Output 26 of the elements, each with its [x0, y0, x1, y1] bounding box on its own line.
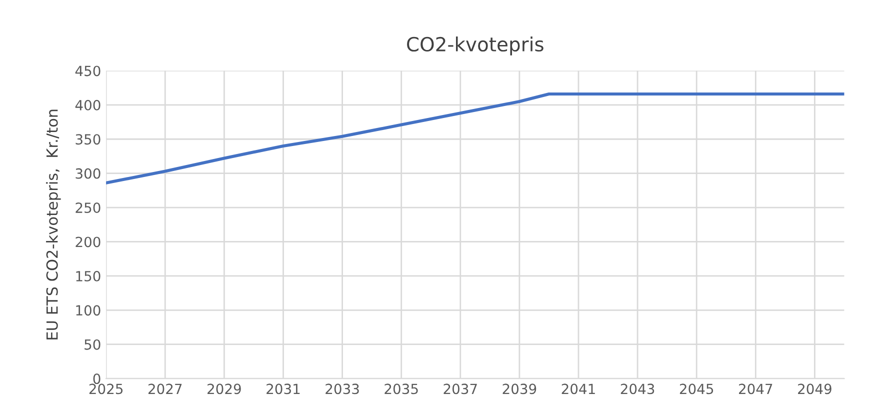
y-axis-title: EU ETS CO2-kvotepris, Kr./ton: [46, 110, 61, 340]
y-tick-label: 350: [76, 134, 100, 145]
y-tick-label: 50: [84, 339, 100, 350]
x-tick-label: 2045: [680, 384, 714, 394]
x-tick-label: 2049: [798, 384, 832, 394]
x-tick-label: 2029: [208, 384, 241, 394]
y-tick-label: 150: [76, 270, 100, 282]
y-tick-label: 400: [75, 100, 100, 110]
x-tick-label: 2025: [89, 384, 123, 394]
line-series: [106, 92, 844, 184]
x-tick-label: 2031: [266, 384, 300, 394]
y-tick-label: 300: [76, 168, 100, 179]
y-tick-label: 250: [76, 202, 100, 214]
x-tick-label: 2041: [562, 384, 595, 394]
x-tick-label: 2037: [444, 384, 477, 394]
chart-title: CO2-kvotepris: [407, 36, 544, 56]
x-tick-label: 2043: [620, 384, 654, 394]
y-tick-label: 0: [93, 374, 100, 384]
x-tick-label: 2039: [502, 384, 536, 394]
y-tick-label: 450: [75, 66, 100, 76]
x-tick-label: 2047: [738, 384, 772, 394]
x-tick-label: 2033: [326, 384, 359, 394]
x-tick-label: 2035: [384, 384, 418, 394]
y-tick-label: 200: [76, 236, 100, 248]
y-tick-label: 100: [76, 305, 100, 316]
x-tick-label: 2027: [148, 384, 182, 394]
